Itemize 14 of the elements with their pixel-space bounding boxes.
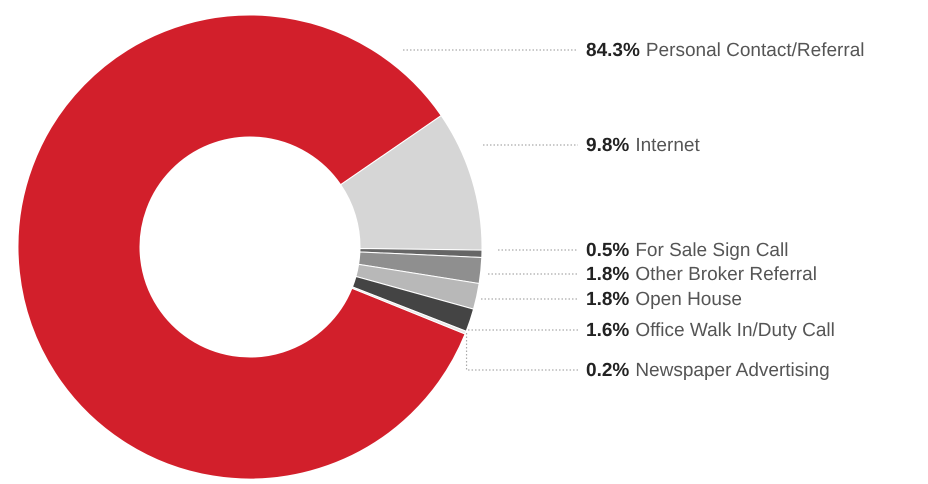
data-label: 1.8%: [586, 288, 630, 310]
slice-label: Newspaper Advertising: [635, 360, 830, 380]
data-label: 1.8%: [586, 264, 630, 284]
slice-label: Personal Contact/Referral: [646, 40, 864, 60]
data-label: 84.3%: [586, 40, 640, 60]
data-label: 1.6%: [586, 320, 630, 340]
slice-label: Internet: [635, 134, 700, 156]
slice-label: Office Walk In/Duty Call: [635, 320, 835, 340]
data-label: 0.2%: [586, 360, 630, 380]
slice-label: For Sale Sign Call: [635, 240, 788, 260]
data-label: 9.8%: [586, 134, 630, 156]
data-label: 0.5%: [586, 240, 630, 260]
slice-label: Open House: [635, 288, 742, 310]
slice-label: Other Broker Referral: [635, 264, 817, 284]
